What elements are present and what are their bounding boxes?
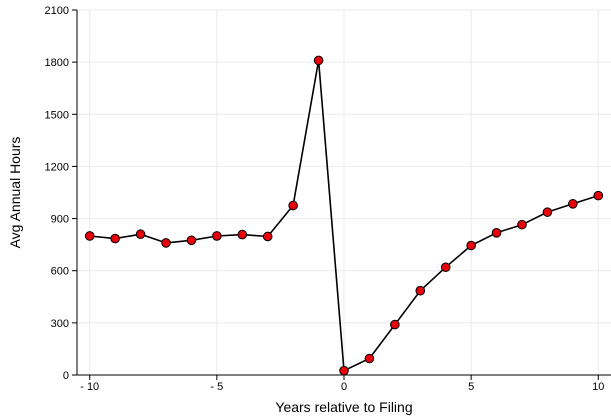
data-point: [491, 228, 502, 238]
data-point: [593, 190, 604, 201]
axes: 0 300 600 900 1200 1500 1800 2100 - 10 - 5 0 5 10: [45, 5, 611, 393]
x-tick-label: 10: [592, 381, 604, 393]
data-point: [110, 233, 120, 244]
data-point: [339, 365, 349, 376]
y-tick-label: 1200: [45, 161, 69, 173]
y-axis-title: Avg Annual Hours: [7, 137, 23, 249]
data-point: [288, 200, 298, 211]
x-tick-label: - 5: [210, 381, 223, 393]
data-point: [212, 231, 222, 241]
data-point: [262, 231, 273, 242]
data-point: [237, 229, 248, 240]
y-tick-label: 900: [51, 214, 69, 226]
data-point: [466, 240, 476, 251]
data-point: [415, 285, 426, 296]
x-tick-label: 5: [468, 381, 474, 393]
data-point: [84, 231, 95, 241]
y-tick-label: 1800: [45, 57, 69, 69]
y-tick-label: 2100: [45, 5, 69, 17]
x-tick-label: - 10: [80, 381, 99, 393]
y-tick-label: 1500: [45, 109, 69, 121]
x-axis-title: Years relative to Filing: [275, 399, 412, 415]
data-series: [84, 55, 604, 376]
x-tick-label: 0: [341, 381, 347, 393]
data-point: [161, 238, 171, 248]
data-point: [135, 229, 146, 240]
y-tick-label: 600: [51, 266, 69, 278]
y-tick-label: 300: [51, 318, 69, 330]
data-point: [568, 198, 578, 209]
data-point: [440, 262, 451, 273]
y-tick-label: 0: [63, 370, 69, 382]
data-point: [390, 319, 400, 330]
data-point: [542, 207, 553, 217]
data-point: [186, 235, 197, 246]
data-point: [313, 55, 324, 66]
grid-lines: [77, 9, 611, 375]
data-point: [364, 353, 375, 364]
data-point: [517, 219, 527, 230]
